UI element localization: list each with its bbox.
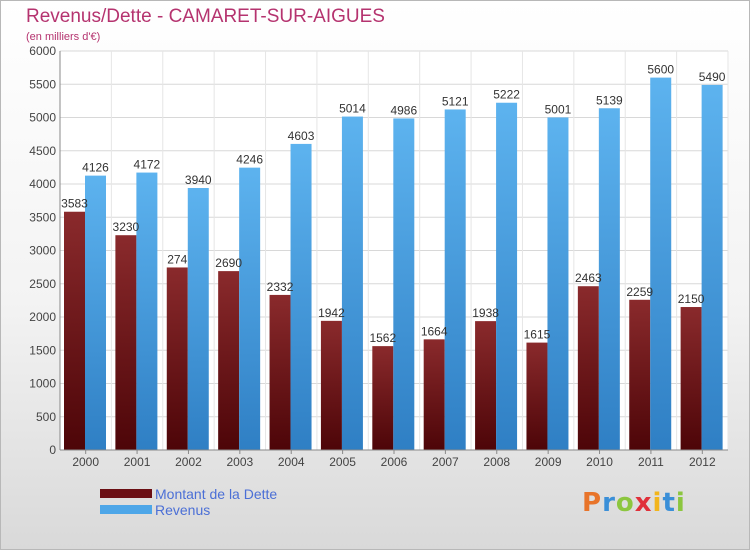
bar-dette bbox=[577, 286, 599, 450]
data-label-revenus: 5014 bbox=[339, 102, 366, 116]
bar-dette bbox=[218, 271, 240, 450]
logo-letter: i bbox=[652, 488, 663, 518]
legend-label-dette: Montant de la Dette bbox=[155, 486, 278, 502]
proxiti-logo: Proxiti bbox=[582, 488, 686, 518]
data-label-revenus: 5490 bbox=[699, 70, 726, 84]
bar-revenus bbox=[187, 187, 209, 451]
y-tick-label: 500 bbox=[36, 410, 56, 424]
data-label-revenus: 5139 bbox=[596, 93, 623, 107]
logo-letter: P bbox=[582, 488, 603, 518]
data-label-dette: 274 bbox=[167, 252, 187, 266]
data-label-revenus: 5121 bbox=[442, 94, 469, 108]
y-tick-label: 5000 bbox=[29, 111, 56, 125]
y-tick-label: 2000 bbox=[29, 310, 56, 324]
x-tick-label: 2002 bbox=[175, 455, 202, 469]
x-tick-label: 2012 bbox=[689, 455, 716, 469]
x-tick-label: 2005 bbox=[329, 455, 356, 469]
bar-revenus bbox=[650, 77, 672, 450]
y-tick-label: 5500 bbox=[29, 77, 56, 91]
data-label-dette: 2463 bbox=[575, 271, 602, 285]
data-label-dette: 1562 bbox=[369, 331, 396, 345]
data-label-revenus: 5001 bbox=[545, 102, 572, 116]
data-label-revenus: 5222 bbox=[493, 88, 520, 102]
x-tick-label: 2009 bbox=[535, 455, 562, 469]
x-tick-label: 2001 bbox=[124, 455, 151, 469]
legend-swatch-dette bbox=[100, 489, 152, 498]
legend-swatch-revenus bbox=[100, 505, 152, 514]
bar-revenus bbox=[393, 118, 415, 450]
chart-title: Revenus/Dette - CAMARET-SUR-AIGUES bbox=[26, 6, 385, 27]
bar-dette bbox=[269, 294, 291, 450]
y-tick-label: 0 bbox=[49, 443, 56, 457]
data-label-dette: 1938 bbox=[472, 306, 499, 320]
y-tick-label: 3500 bbox=[29, 210, 56, 224]
x-tick-label: 2000 bbox=[72, 455, 99, 469]
chart-subtitle: (en milliers d'€) bbox=[26, 31, 101, 43]
data-label-dette: 2259 bbox=[626, 285, 653, 299]
x-tick-label: 2003 bbox=[226, 455, 253, 469]
data-label-revenus: 5600 bbox=[647, 63, 674, 77]
x-tick-label: 2004 bbox=[278, 455, 305, 469]
bar-dette bbox=[372, 346, 394, 450]
logo-letter: r bbox=[602, 488, 616, 518]
y-tick-label: 1000 bbox=[29, 377, 56, 391]
x-tick-label: 2010 bbox=[586, 455, 613, 469]
bar-revenus bbox=[496, 102, 518, 450]
bar-dette bbox=[166, 267, 188, 450]
bar-revenus bbox=[239, 167, 261, 451]
data-label-revenus: 4246 bbox=[236, 153, 263, 167]
bar-dette bbox=[423, 339, 445, 450]
bar-revenus bbox=[290, 143, 312, 450]
data-label-revenus: 4172 bbox=[134, 158, 161, 172]
data-label-dette: 1615 bbox=[524, 328, 551, 342]
bar-revenus bbox=[547, 117, 569, 450]
data-label-dette: 1942 bbox=[318, 306, 345, 320]
bar-dette bbox=[115, 235, 137, 450]
bar-revenus bbox=[444, 109, 466, 451]
bar-dette bbox=[680, 307, 702, 450]
data-label-dette: 3583 bbox=[61, 197, 88, 211]
y-tick-label: 2500 bbox=[29, 277, 56, 291]
logo-letter: i bbox=[675, 488, 686, 518]
bar-revenus bbox=[85, 175, 106, 450]
x-tick-label: 2011 bbox=[638, 455, 664, 469]
bar-dette bbox=[526, 342, 548, 450]
data-label-revenus: 4126 bbox=[82, 161, 109, 175]
data-label-revenus: 4986 bbox=[390, 103, 417, 117]
logo-letter: t bbox=[662, 488, 676, 518]
x-tick-label: 2007 bbox=[432, 455, 459, 469]
x-tick-label: 2008 bbox=[483, 455, 510, 469]
data-label-revenus: 4603 bbox=[288, 129, 315, 143]
logo-letter: x bbox=[634, 488, 653, 518]
logo-letter: o bbox=[615, 488, 635, 518]
bar-revenus bbox=[341, 116, 363, 450]
y-tick-label: 3000 bbox=[29, 244, 56, 258]
data-label-dette: 1664 bbox=[421, 324, 448, 338]
y-tick-label: 4500 bbox=[29, 144, 56, 158]
y-tick-label: 6000 bbox=[29, 44, 56, 58]
y-tick-label: 1500 bbox=[29, 343, 56, 357]
data-label-dette: 2332 bbox=[267, 280, 294, 294]
bar-dette bbox=[629, 299, 651, 450]
data-label-revenus: 3940 bbox=[185, 173, 212, 187]
bar-dette bbox=[320, 320, 342, 450]
bar-revenus bbox=[598, 108, 620, 450]
legend-label-revenus: Revenus bbox=[155, 502, 211, 518]
bar-dette bbox=[64, 211, 85, 450]
bar-revenus bbox=[136, 172, 158, 450]
data-label-dette: 3230 bbox=[113, 220, 140, 234]
bar-revenus bbox=[701, 84, 723, 450]
data-label-dette: 2150 bbox=[678, 292, 705, 306]
x-tick-label: 2006 bbox=[381, 455, 408, 469]
data-label-dette: 2690 bbox=[215, 256, 242, 270]
bar-dette bbox=[475, 321, 497, 450]
y-tick-label: 4000 bbox=[29, 177, 56, 191]
